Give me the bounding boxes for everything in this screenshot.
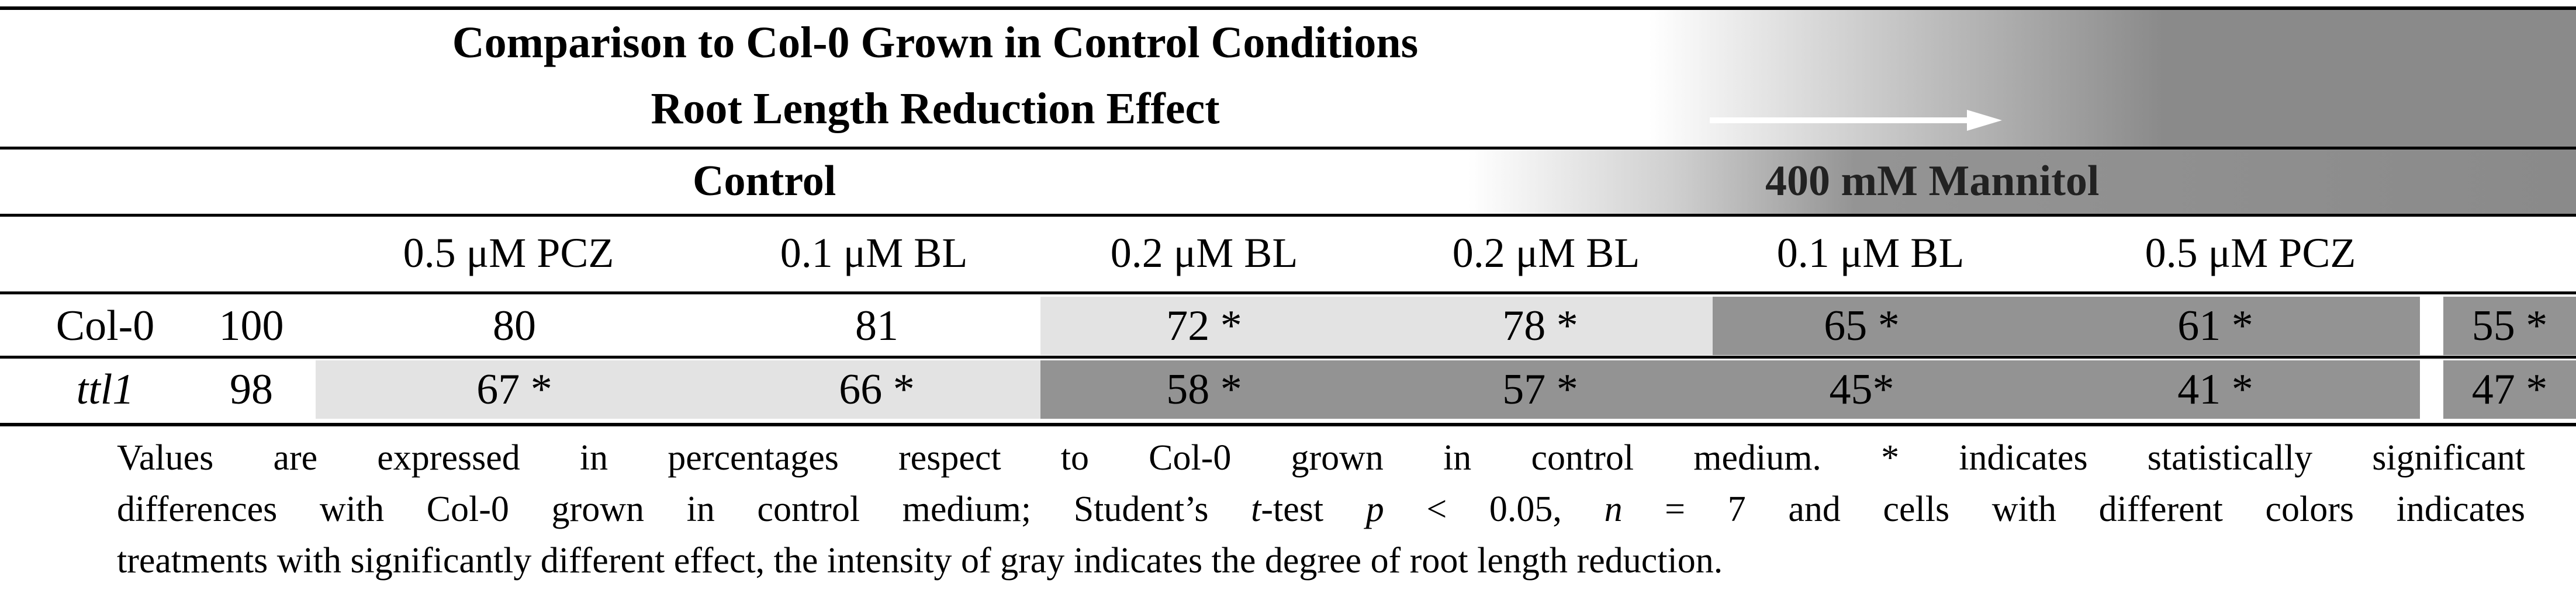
column-header-rule — [0, 291, 2576, 294]
column-header: 0.1 μM BL — [780, 230, 968, 276]
footnote-text: < 0.05, — [1384, 489, 1605, 529]
group-rule — [0, 214, 2576, 217]
column-header: 0.5 μM PCZ — [403, 230, 614, 276]
table-cell: 80 — [493, 302, 536, 350]
footnote-italic: t — [1251, 489, 1261, 529]
row-label: Col-0 — [56, 302, 155, 350]
table-title: Comparison to Col-0 Grown in Control Con… — [452, 18, 1419, 67]
column-header: 0.5 μM PCZ — [2145, 230, 2356, 276]
top-rule — [0, 6, 2576, 10]
table-cell: 41 * — [2011, 360, 2420, 419]
header-rule — [0, 147, 2576, 150]
footnote-line: differences with Col-0 grown in control … — [117, 484, 2525, 535]
table-cell: 55 * — [2443, 297, 2576, 355]
base-value: 100 — [219, 302, 284, 350]
footnote-line: Values are expressed in percentages resp… — [117, 438, 2525, 478]
group-gradient-band — [0, 150, 2576, 215]
table-cell: 67 * — [316, 360, 713, 419]
bottom-rule — [0, 423, 2576, 426]
footnote-italic: n — [1604, 489, 1623, 529]
table-cell: 81 — [855, 302, 898, 350]
footnote-text: -test — [1261, 489, 1366, 529]
header-gradient-band — [0, 9, 2576, 148]
group-mannitol-label: 400 mM Mannitol — [1765, 157, 2100, 205]
table-cell: 65 * — [1713, 297, 2011, 355]
footnote-text: = 7 and cells with different colors indi… — [1622, 489, 2526, 529]
table-cell: 78 * — [1368, 297, 1713, 355]
table-subtitle: Root Length Reduction Effect — [651, 84, 1220, 133]
table-cell: 47 * — [2443, 360, 2576, 419]
row-label: ttl1 — [76, 366, 134, 414]
table-cell: 45* — [1713, 360, 2011, 419]
column-header: 0.1 μM BL — [1776, 230, 1965, 276]
table-cell: 57 * — [1368, 360, 1713, 419]
footnote-text: differences with Col-0 grown in control … — [117, 489, 1251, 529]
table-cell: 72 * — [1040, 297, 1368, 355]
base-value: 98 — [230, 366, 273, 414]
column-header: 0.2 μM BL — [1110, 230, 1298, 276]
column-header: 0.2 μM BL — [1452, 230, 1640, 276]
right-arrow-icon — [1710, 110, 2002, 131]
row-divider-rule — [0, 356, 2576, 359]
footnote-line: treatments with significantly different … — [117, 541, 1723, 581]
table-footnote: Values are expressed in percentages resp… — [117, 432, 2525, 586]
group-control-label: Control — [693, 157, 836, 205]
table-cell: 58 * — [1040, 360, 1368, 419]
table-cell: 66 * — [713, 360, 1040, 419]
footnote-italic: p — [1365, 489, 1384, 529]
table-cell: 61 * — [2011, 297, 2420, 355]
